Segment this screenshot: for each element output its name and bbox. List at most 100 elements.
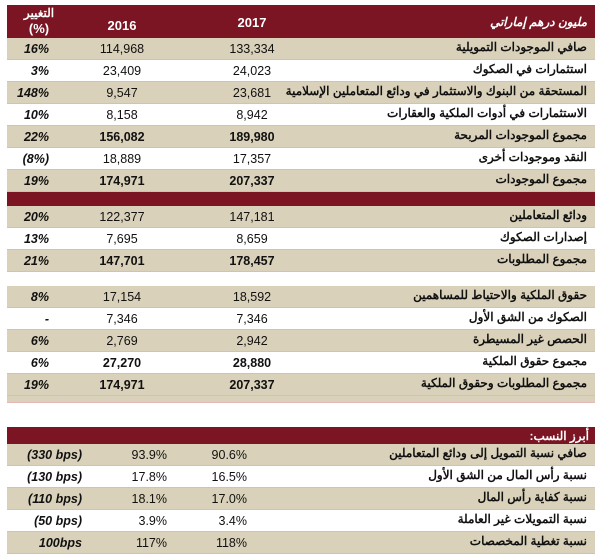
table-row: نسبة كفاية رأس المال 17.0% 18.1% (110 bps) (7, 488, 595, 510)
row-label: نسبة التمويلات غير العاملة (457, 512, 587, 526)
value-change: 6% (30, 334, 49, 348)
value-change: 148% (17, 86, 49, 100)
financial-summary-table: مليون درهم إماراتي 2017 2016 التغيير (%)… (7, 5, 595, 554)
table-row: صافي نسبة التمويل إلى ودائع المتعاملين 90… (7, 444, 595, 466)
value-change: 100bps (38, 536, 82, 550)
value-2016: 93.9% (131, 448, 167, 462)
value-2016: 17,154 (102, 290, 142, 304)
value-2016: 23,409 (102, 64, 142, 78)
value-2017: 7,346 (236, 312, 268, 326)
value-2016: 114,968 (99, 42, 145, 56)
section-end-band (7, 396, 595, 403)
table-row: نسبة التمويلات غير العاملة 3.4% 3.9% (50 bp… (7, 510, 595, 532)
value-2017: 189,980 (229, 130, 275, 144)
row-label: الصكوك من الشق الأول (468, 310, 587, 324)
value-change: (8%) (22, 152, 49, 166)
value-2017: 24,023 (232, 64, 272, 78)
table-row: إصدارات الصكوك 8,659 7,695 13% (7, 228, 595, 250)
value-2017: 8,942 (236, 108, 268, 122)
table-row: ودائع المتعاملين 147,181 122,377 20% (7, 206, 595, 228)
value-2017: 90.6% (211, 448, 247, 462)
table-row: مجموع الموجودات المربحة 189,980 156,082 22% (7, 126, 595, 148)
row-label: الحصص غير المسيطرة (472, 332, 587, 346)
row-label: نسبة رأس المال من الشق الأول (428, 468, 587, 482)
value-2017: 178,457 (229, 254, 275, 268)
table-row: حقوق الملكية والاحتياط للمساهمين 18,592 17… (7, 286, 595, 308)
value-2016: 117% (135, 536, 167, 550)
value-2016: 122,377 (99, 210, 145, 224)
value-2017: 18,592 (232, 290, 272, 304)
value-2017: 8,659 (236, 232, 268, 246)
row-label: ودائع المتعاملين (509, 208, 587, 222)
value-change: 19% (23, 174, 49, 188)
value-2016: 9,547 (106, 86, 138, 100)
table-row: استثمارات في الصكوك 24,023 23,409 3% (7, 60, 595, 82)
value-2016: 156,082 (99, 130, 145, 144)
value-change: 10% (23, 108, 49, 122)
unit-label: مليون درهم إماراتي (489, 15, 587, 29)
row-label: المستحقة من البنوك والاستثمار في ودائع ا… (285, 84, 587, 98)
table-row: الحصص غير المسيطرة 2,942 2,769 6% (7, 330, 595, 352)
row-label: مجموع الموجودات (495, 172, 587, 186)
table-row: مجموع حقوق الملكية 28,880 27,270 6% (7, 352, 595, 374)
section-divider (7, 192, 595, 206)
column-2017: 2017 (237, 15, 267, 30)
value-change: 6% (30, 356, 49, 370)
value-change: 20% (23, 210, 49, 224)
ratios-title: أبرز النسب: (529, 429, 589, 443)
table-row: صافي الموجودات التمويلية 133,334 114,968 16… (7, 38, 595, 60)
value-change: (110 bps) (28, 492, 82, 506)
row-label: حقوق الملكية والاحتياط للمساهمين (413, 288, 587, 302)
value-2017: 147,181 (229, 210, 275, 224)
equity-section: حقوق الملكية والاحتياط للمساهمين 18,592 17… (7, 286, 595, 396)
value-2017: 17.0% (211, 492, 247, 506)
value-change: (130 bps) (27, 470, 82, 484)
table-row: المستحقة من البنوك والاستثمار في ودائع ا… (7, 82, 595, 104)
value-2016: 8,158 (106, 108, 138, 122)
value-2017: 28,880 (232, 356, 272, 370)
table-row: النقد وموجودات أخرى 17,357 18,889 (8%) (7, 148, 595, 170)
table-header: مليون درهم إماراتي 2017 2016 التغيير (%) (7, 5, 595, 38)
row-label: صافي نسبة التمويل إلى ودائع المتعاملين (389, 446, 587, 460)
table-row: الاستثمارات في أدوات الملكية والعقارات 8,… (7, 104, 595, 126)
value-2017: 17,357 (232, 152, 272, 166)
value-change: 3% (30, 64, 49, 78)
assets-section: صافي الموجودات التمويلية 133,334 114,968 16… (7, 38, 595, 192)
column-change: التغيير (23, 6, 55, 20)
value-2016: 27,270 (102, 356, 142, 370)
column-2016: 2016 (107, 18, 137, 33)
value-2016: 18,889 (102, 152, 142, 166)
row-label: الاستثمارات في أدوات الملكية والعقارات (387, 106, 587, 120)
value-2016: 174,971 (99, 174, 145, 188)
value-change: 13% (23, 232, 49, 246)
row-label: نسبة تغطية المخصصات (469, 534, 587, 548)
value-change: - (44, 312, 49, 326)
value-2016: 174,971 (99, 378, 145, 392)
table-row: مجموع المطلوبات وحقوق الملكية 207,337 174,… (7, 374, 595, 396)
row-label: صافي الموجودات التمويلية (455, 40, 587, 54)
value-change: (330 bps) (27, 448, 82, 462)
value-2017: 16.5% (211, 470, 247, 484)
value-change: 16% (23, 42, 49, 56)
column-change-unit: (%) (28, 21, 50, 36)
liabilities-section: ودائع المتعاملين 147,181 122,377 20% إصدارات… (7, 206, 595, 272)
value-change: 8% (30, 290, 49, 304)
row-label: استثمارات في الصكوك (472, 62, 587, 76)
value-2017: 207,337 (229, 174, 275, 188)
value-2016: 3.9% (138, 514, 168, 528)
value-2016: 17.8% (131, 470, 167, 484)
row-label: مجموع الموجودات المربحة (454, 128, 587, 142)
value-2016: 18.1% (131, 492, 167, 506)
value-change: 21% (23, 254, 49, 268)
value-2016: 2,769 (106, 334, 138, 348)
value-2016: 7,346 (106, 312, 138, 326)
table-row: نسبة رأس المال من الشق الأول 16.5% 17.8% (1… (7, 466, 595, 488)
row-label: مجموع حقوق الملكية (482, 354, 587, 368)
value-2017: 207,337 (229, 378, 275, 392)
row-label: إصدارات الصكوك (499, 230, 587, 244)
value-change: 22% (23, 130, 49, 144)
value-change: (50 bps) (34, 514, 82, 528)
row-label: مجموع المطلوبات وحقوق الملكية (420, 376, 587, 390)
value-2017: 3.4% (218, 514, 248, 528)
value-2017: 118% (215, 536, 247, 550)
